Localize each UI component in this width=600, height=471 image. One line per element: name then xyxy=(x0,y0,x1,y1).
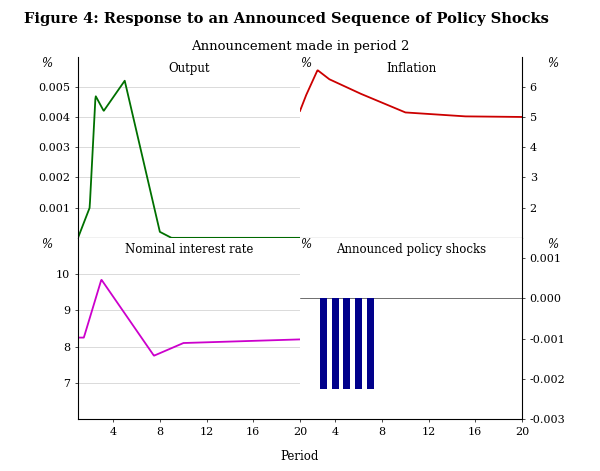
Text: Output: Output xyxy=(168,62,210,75)
Text: %: % xyxy=(41,238,52,251)
Text: %: % xyxy=(548,238,559,251)
Text: Period: Period xyxy=(281,450,319,463)
Text: Nominal interest rate: Nominal interest rate xyxy=(125,244,253,256)
Text: %: % xyxy=(300,238,311,251)
Bar xyxy=(320,298,327,389)
Text: %: % xyxy=(300,57,311,70)
Text: Announced policy shocks: Announced policy shocks xyxy=(336,244,486,256)
Text: %: % xyxy=(41,57,52,70)
Bar xyxy=(343,298,350,389)
Text: Inflation: Inflation xyxy=(386,62,436,75)
Text: %: % xyxy=(548,57,559,70)
Text: Announcement made in period 2: Announcement made in period 2 xyxy=(191,40,409,53)
Text: %: % xyxy=(300,238,311,251)
Bar xyxy=(355,298,362,389)
Text: Figure 4: Response to an Announced Sequence of Policy Shocks: Figure 4: Response to an Announced Seque… xyxy=(24,12,549,26)
Bar xyxy=(332,298,338,389)
Text: %: % xyxy=(300,238,311,251)
Bar xyxy=(367,298,374,389)
